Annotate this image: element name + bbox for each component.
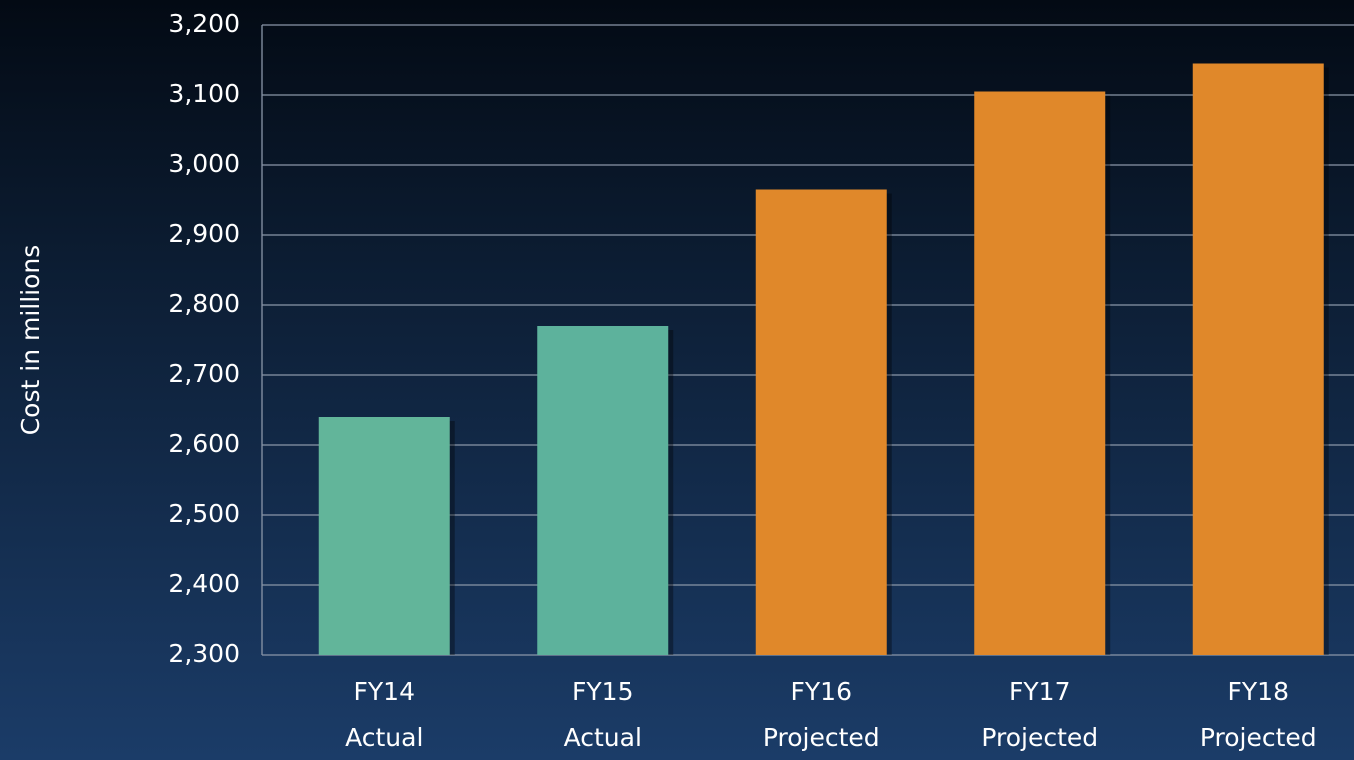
y-tick-label: 2,800 [168,289,240,318]
x-tick-label: Actual [345,723,423,752]
bar [537,326,669,655]
bar [755,189,887,655]
y-tick-label: 2,700 [168,359,240,388]
y-tick-label: 2,500 [168,499,240,528]
x-tick-label: Actual [564,723,642,752]
y-tick-label: 2,400 [168,569,240,598]
x-tick-label: Projected [981,723,1098,752]
x-tick-label: FY14 [354,677,415,706]
y-tick-label: 2,300 [168,639,240,668]
y-tick-label: 3,200 [168,9,240,38]
y-tick-label: 3,100 [168,79,240,108]
y-axis-label: Cost in millions [16,245,45,436]
x-tick-label: Projected [1200,723,1317,752]
x-tick-label: Projected [763,723,880,752]
x-tick-label: FY18 [1228,677,1289,706]
y-tick-label: 3,000 [168,149,240,178]
x-tick-label: FY16 [791,677,852,706]
bar [318,417,450,655]
x-tick-label: FY17 [1009,677,1070,706]
y-tick-label: 2,600 [168,429,240,458]
x-tick-label: FY15 [572,677,633,706]
y-tick-label: 2,900 [168,219,240,248]
bar [1192,63,1324,655]
bar [974,91,1106,655]
